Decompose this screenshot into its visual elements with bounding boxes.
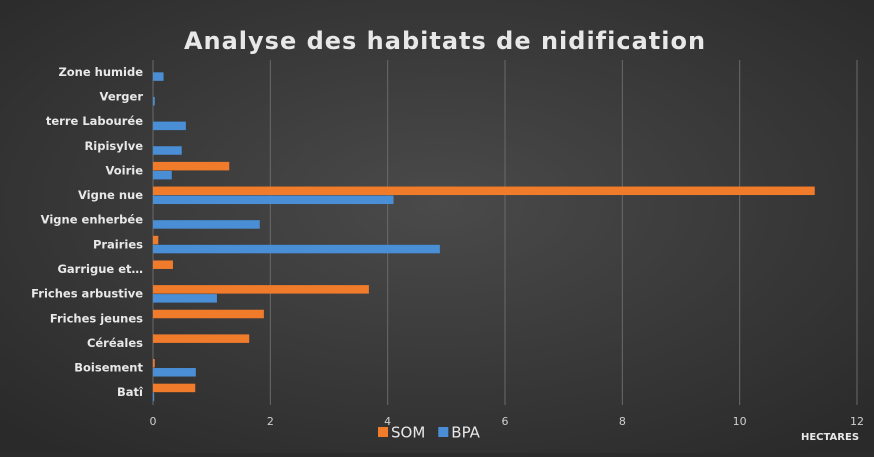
x-tick-label: 12 [850, 415, 864, 428]
chart-title: Analyse des habitats de nidification [184, 27, 706, 55]
bar [153, 195, 394, 205]
bar [153, 260, 173, 269]
x-tick-label: 10 [733, 415, 747, 428]
bar [153, 334, 250, 343]
bar [153, 392, 155, 402]
bar [153, 383, 196, 393]
y-tick-label: Friches arbustive [31, 287, 143, 301]
x-tick-label: 2 [267, 415, 274, 428]
y-tick-label: Céréales [87, 336, 143, 350]
y-tick-label: Vigne nue [78, 188, 143, 202]
bar [153, 72, 164, 81]
y-tick-label: Vigne enherbée [41, 213, 144, 227]
bar [153, 309, 264, 319]
bar [153, 170, 172, 180]
legend-label: SOM [391, 424, 425, 442]
y-tick-label: Boisement [74, 361, 143, 375]
y-tick-label: Friches jeunes [50, 311, 143, 325]
y-tick-label: Prairies [93, 237, 143, 251]
bar [153, 244, 440, 254]
x-axis-label: HECTARES [801, 432, 859, 443]
bar [153, 235, 159, 245]
y-tick-label: terre Labourée [46, 114, 143, 128]
bar [153, 368, 196, 377]
bar [153, 96, 155, 106]
bar [153, 186, 815, 196]
x-tick-label: 6 [502, 415, 509, 428]
x-tick-label: 8 [619, 415, 626, 428]
bar [153, 220, 260, 229]
bar [153, 146, 182, 155]
y-tick-label: Ripisylve [84, 139, 143, 153]
y-tick-label: Verger [100, 89, 144, 103]
legend-swatch [378, 427, 388, 437]
y-tick-label: Garrigue et… [57, 262, 143, 276]
x-tick-label: 0 [150, 415, 157, 428]
bar [153, 161, 230, 171]
legend-label: BPA [451, 424, 480, 442]
legend-swatch [438, 427, 449, 437]
x-tick-label: 4 [384, 415, 391, 428]
y-tick-label: Voirie [105, 163, 143, 177]
y-tick-label: Zone humide [58, 65, 143, 79]
bar [153, 359, 155, 368]
y-tick-label: Batî [117, 385, 144, 399]
bar [153, 285, 369, 294]
bar [153, 294, 217, 303]
bar [153, 121, 186, 131]
